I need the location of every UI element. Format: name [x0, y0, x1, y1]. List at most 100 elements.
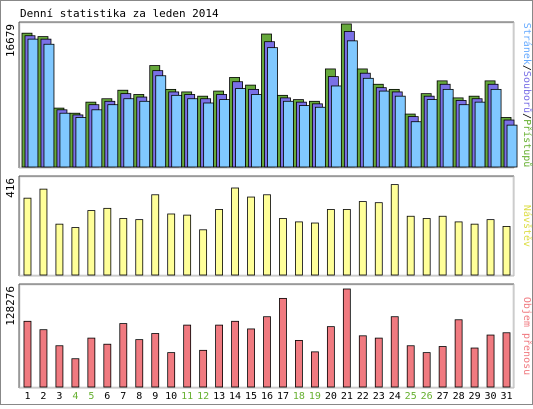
traffic-legend: Objem přenosu [521, 297, 533, 375]
visits-bar [247, 196, 255, 276]
legend-pages: Stránek [521, 23, 533, 65]
visits-bar [55, 223, 64, 276]
x-tick-label: 26 [421, 391, 433, 402]
traffic-bar [135, 339, 144, 388]
traffic-bar [422, 352, 431, 388]
traffic-bar [374, 337, 383, 388]
x-tick-label: 3 [56, 391, 62, 402]
x-tick-label: 1 [24, 391, 30, 402]
traffic-bar [55, 345, 64, 388]
x-tick-label: 30 [485, 391, 497, 402]
x-tick-label: 12 [197, 391, 209, 402]
visits-legend: Návštěv [521, 205, 533, 247]
x-tick-label: 25 [405, 391, 417, 402]
pages-bar [187, 98, 199, 168]
visits-bar [119, 218, 128, 276]
traffic-bar [295, 339, 303, 388]
pages-bar [299, 105, 310, 168]
visits-bar [39, 188, 48, 276]
visits-bar [470, 223, 479, 276]
x-tick-label: 6 [104, 391, 110, 402]
pages-bar [442, 88, 454, 168]
x-tick-label: 2 [40, 391, 46, 402]
traffic-bar [311, 351, 319, 388]
pages-bar [458, 104, 470, 168]
x-tick-label: 7 [120, 391, 126, 402]
x-tick-label: 8 [136, 391, 142, 402]
traffic-bar [326, 326, 335, 388]
visits-bar [135, 219, 144, 276]
visits-bar [279, 218, 287, 276]
pages-bar [267, 47, 278, 168]
traffic-bar [215, 324, 223, 388]
chart-title: Denní statistika za leden 2014 [20, 7, 219, 20]
visits-bar [502, 226, 511, 276]
pages-bar [75, 117, 87, 168]
visits-bar [199, 229, 208, 276]
traffic-ymax-label: 128276 [4, 286, 17, 326]
traffic-bar [183, 324, 192, 388]
traffic-bar [358, 335, 367, 388]
x-tick-label: 27 [437, 391, 449, 402]
traffic-bar [199, 349, 208, 388]
pages-bar [59, 112, 71, 168]
pages-bar [346, 40, 358, 168]
traffic-panel: 128276 Objem přenosu [4, 283, 533, 389]
pages-bar [235, 88, 246, 168]
visits-bar [342, 209, 351, 276]
visits-bar [326, 209, 335, 276]
visits-panel: 416 Návštěv [4, 175, 533, 277]
visits-bar [406, 215, 415, 276]
pages-bar [171, 94, 183, 168]
hits-panel: 16679 Stránek/Souborů/Přístupů [4, 21, 533, 169]
traffic-bar [71, 358, 80, 388]
traffic-bar [247, 328, 255, 388]
x-tick-label: 4 [72, 391, 78, 402]
traffic-bar [231, 320, 239, 388]
pages-bar [43, 43, 55, 168]
pages-bar [490, 88, 502, 168]
pages-bar [91, 109, 103, 168]
visits-bar [103, 207, 112, 276]
x-tick-label: 18 [293, 391, 305, 402]
pages-bar [394, 95, 406, 168]
visits-bar [231, 187, 239, 276]
x-tick-label: 31 [500, 391, 512, 402]
traffic-bar [279, 297, 287, 388]
pages-bar [474, 101, 486, 168]
traffic-bar [103, 343, 112, 388]
visits-bar [422, 218, 431, 276]
x-tick-label: 13 [213, 391, 225, 402]
visits-bar [438, 215, 447, 276]
x-tick-label: 24 [389, 391, 401, 402]
hits-ymax-label: 16679 [4, 24, 17, 57]
visits-bar [486, 219, 495, 276]
traffic-bar [502, 332, 511, 388]
traffic-bar [438, 346, 447, 388]
traffic-bar [167, 352, 176, 388]
visits-bar [167, 213, 176, 276]
legend-separator-1: / [521, 65, 532, 71]
legend-files: Souborů [521, 71, 533, 113]
x-tick-label: 10 [165, 391, 177, 402]
pages-bar [426, 99, 438, 168]
traffic-bar [119, 323, 128, 388]
pages-bar [506, 124, 518, 168]
traffic-bar [151, 333, 160, 388]
traffic-bar [470, 347, 479, 388]
x-tick-label: 17 [277, 391, 289, 402]
x-tick-label: 14 [229, 391, 241, 402]
visits-bar [454, 221, 463, 276]
pages-bar [155, 75, 167, 168]
x-tick-label: 20 [325, 391, 337, 402]
legend-hits: Přístupů [521, 119, 533, 167]
traffic-bar [342, 288, 351, 388]
pages-bar [330, 85, 342, 168]
x-tick-label: 5 [88, 391, 94, 402]
traffic-bar [454, 319, 463, 388]
pages-bar [203, 102, 215, 168]
visits-bar [390, 184, 399, 276]
pages-bar [410, 121, 422, 168]
x-tick-label: 16 [261, 391, 273, 402]
